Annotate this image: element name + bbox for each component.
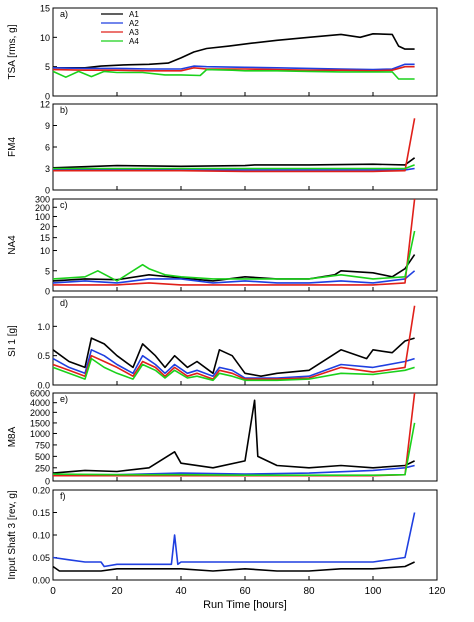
y-tick-label: 4000	[30, 398, 50, 408]
series-line-A2	[52, 512, 416, 568]
y-axis-label: M8A	[7, 426, 18, 447]
y-tick-label: 500	[35, 452, 50, 462]
x-axis-label: Run Time [hours]	[203, 599, 287, 611]
x-tick-label: 120	[429, 586, 446, 597]
y-axis-label: Input Shaft 3 [rev, g]	[7, 490, 18, 580]
y-axis-label: NA4	[7, 235, 18, 255]
x-tick-label: 20	[111, 586, 123, 597]
y-tick-label: 10	[40, 246, 50, 256]
y-tick-label: 0.05	[32, 553, 50, 563]
series-line-A3	[52, 305, 416, 380]
y-tick-label: 1500	[30, 418, 50, 428]
series-line-A3	[53, 118, 416, 173]
plot-frame	[52, 7, 438, 97]
plot-frame	[52, 489, 438, 581]
y-axis-label: SI 1 [g]	[7, 325, 18, 357]
panel-b: b) FM4 0 3 6 9 12	[7, 100, 438, 196]
y-tick-label: 0	[45, 186, 50, 196]
y-tick-label: 0.15	[32, 508, 50, 518]
y-tick-label: 0	[45, 477, 50, 487]
panel-label: b)	[60, 105, 68, 115]
y-tick-label: 5	[45, 266, 50, 276]
y-tick-label: 1000	[30, 429, 50, 439]
panel-d: d) SI 1 [g] 0.0 0.5 1.0	[7, 296, 438, 391]
panel-label: c)	[60, 200, 68, 210]
x-tick-label: 40	[175, 586, 187, 597]
y-tick-label: 9	[45, 121, 50, 131]
y-tick-label: 15	[40, 233, 50, 243]
y-tick-label: 5	[45, 62, 50, 72]
y-tick-label: 250	[35, 463, 50, 473]
series-line-A4	[52, 230, 416, 282]
series-line-A2	[52, 63, 415, 71]
series-line-A1	[52, 399, 415, 474]
y-tick-label: 1.0	[37, 322, 50, 332]
series-line-A4	[52, 422, 416, 476]
panel-label: f)	[60, 491, 66, 501]
series-line-A3	[53, 198, 416, 286]
series-line-A1	[52, 561, 415, 572]
panel-label: d)	[60, 298, 68, 308]
x-tick-label: 60	[239, 586, 251, 597]
y-tick-label: 6	[45, 143, 50, 153]
series-line-A1	[53, 33, 415, 69]
series-line-A1	[52, 337, 415, 377]
y-tick-label: 100	[35, 212, 50, 222]
y-tick-label: 0.5	[37, 351, 50, 361]
series-line-A3	[52, 65, 415, 72]
legend-entry: A3	[129, 28, 139, 37]
legend-entry: A2	[129, 19, 139, 28]
x-tick-label: 100	[365, 586, 382, 597]
y-tick-label: 10	[40, 33, 50, 43]
y-tick-label: 15	[40, 4, 50, 14]
legend-entry: A4	[129, 37, 139, 46]
y-tick-label: 6000	[30, 389, 50, 399]
x-tick-label: 0	[50, 586, 56, 597]
panel-label: a)	[60, 9, 68, 19]
y-tick-label: 0.10	[32, 531, 50, 541]
y-tick-label: 300	[35, 195, 50, 205]
y-tick-label: 3	[45, 164, 50, 174]
panel-label: e)	[60, 394, 68, 404]
y-axis-label: TSA [rms, g]	[7, 24, 18, 79]
plot-frame	[52, 103, 438, 191]
series-line-A4	[52, 68, 415, 80]
x-tick-label: 80	[303, 586, 315, 597]
panel-f: f) Input Shaft 3 [rev, g] 0.00 0.05 0.10 0.15…	[7, 486, 446, 612]
series-line-A2	[52, 270, 416, 284]
legend-entry: A1	[129, 10, 139, 19]
series-line-A2	[53, 167, 415, 171]
y-tick-label: 2000	[30, 408, 50, 418]
y-tick-label: 12	[40, 100, 50, 110]
y-tick-label: 750	[35, 440, 50, 450]
y-tick-label: 20	[40, 222, 50, 232]
series-line-A4	[53, 164, 415, 170]
y-tick-label: 0.0	[37, 381, 50, 391]
series-line-A4	[52, 357, 415, 382]
y-tick-label: 0	[45, 287, 50, 297]
y-tick-label: 0.20	[32, 486, 50, 496]
series-line-A2	[52, 349, 415, 379]
y-tick-label: 0.00	[32, 576, 50, 586]
y-axis-label: FM4	[7, 137, 18, 157]
y-tick-label: 0	[45, 92, 50, 102]
y-tick-label: 200	[35, 203, 50, 213]
series-line-A1	[52, 157, 416, 169]
